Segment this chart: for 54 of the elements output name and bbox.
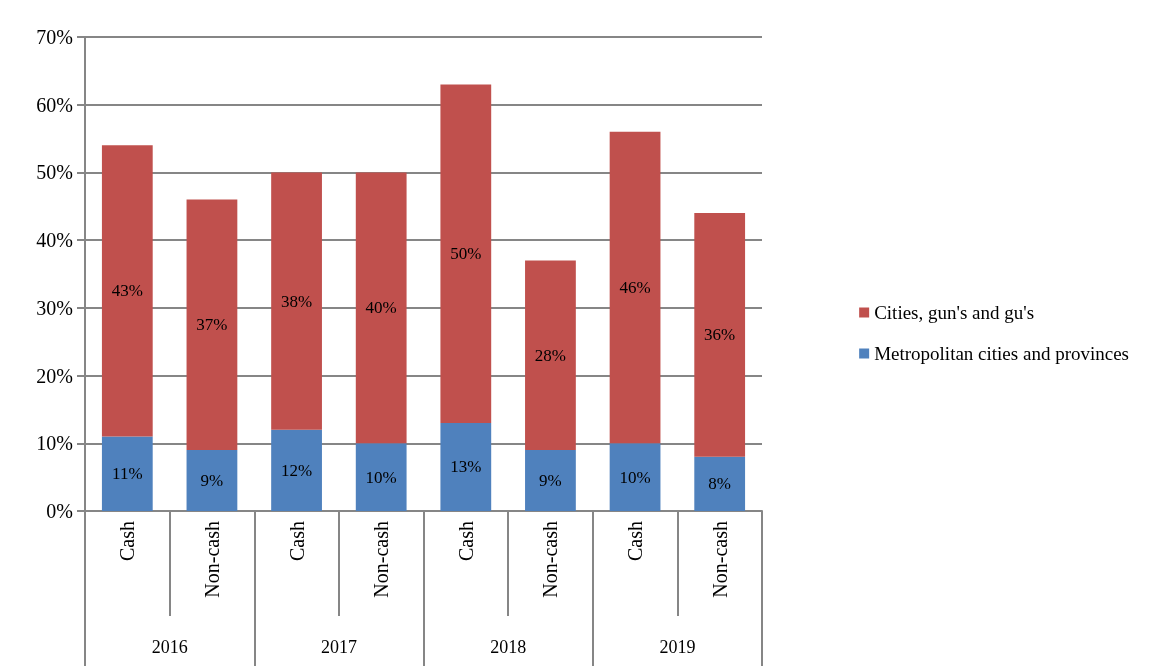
y-tick-label: 70%	[36, 26, 73, 48]
data-label: 36%	[704, 325, 736, 345]
text: 2017	[320, 637, 357, 657]
data-label: 43%	[111, 281, 143, 301]
bar	[525, 450, 576, 511]
legend-label: Cities, gun's and gu's	[874, 302, 1035, 323]
data-label: 13%	[450, 457, 482, 477]
data-label: 8%	[708, 474, 732, 494]
bar	[186, 450, 238, 511]
x-tick-label: Non-cash	[370, 521, 393, 598]
bar	[440, 422, 492, 511]
bar	[609, 131, 661, 444]
data-label: 37%	[196, 315, 228, 335]
bar	[271, 429, 322, 511]
bar	[694, 213, 746, 457]
bar	[355, 172, 407, 444]
bar	[101, 145, 153, 437]
text: 2019	[659, 637, 696, 657]
y-tick-label: 40%	[36, 229, 73, 252]
x-tick-label: Non-cash	[539, 521, 562, 598]
x-tick-label: Non-cash	[200, 521, 223, 598]
bar	[186, 199, 238, 451]
text: 2018	[490, 637, 527, 657]
data-label: 9%	[200, 471, 224, 491]
bar	[694, 456, 746, 511]
x-tick-label: Cash	[116, 521, 139, 561]
y-tick-label: 30%	[36, 296, 73, 319]
data-label: 40%	[365, 298, 397, 318]
bar	[525, 260, 576, 451]
y-tick-label: 50%	[36, 161, 73, 184]
data-label: 38%	[280, 291, 313, 311]
data-label: 10%	[365, 467, 397, 487]
data-label: 46%	[619, 278, 651, 298]
data-label: 12%	[280, 460, 313, 480]
x-tick-label: Non-cash	[708, 521, 731, 598]
y-tick-label: 0%	[46, 500, 73, 522]
bar	[440, 84, 492, 423]
bar	[355, 443, 407, 511]
x-tick-label: Cash	[454, 521, 477, 561]
text: 2016	[151, 637, 188, 657]
x-tick-label: Cash	[624, 521, 647, 561]
data-label: 11%	[112, 464, 143, 484]
y-tick-label: 10%	[36, 432, 73, 455]
data-label: 28%	[534, 345, 567, 365]
data-label: 10%	[619, 467, 651, 487]
data-label: 50%	[450, 244, 482, 264]
bar	[101, 436, 153, 511]
bar	[271, 172, 322, 430]
data-label: 9%	[539, 471, 562, 491]
legend-label: Metropolitan cities and provinces	[874, 343, 1130, 364]
y-tick-label: 60%	[36, 93, 73, 116]
bar	[609, 443, 661, 511]
y-tick-label: 20%	[36, 364, 73, 387]
x-tick-label: Cash	[285, 521, 308, 561]
